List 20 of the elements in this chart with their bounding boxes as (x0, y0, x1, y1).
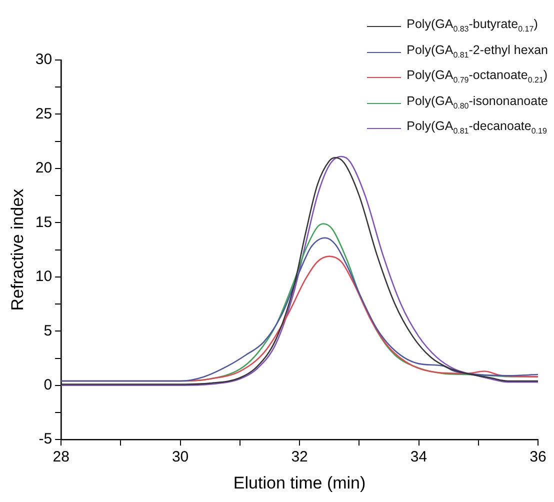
x-tick-label: 32 (291, 448, 308, 466)
x-tick-label: 34 (410, 448, 428, 466)
x-tick-label: 36 (530, 448, 546, 466)
y-tick-label: 20 (35, 160, 52, 177)
y-tick-label: 0 (44, 376, 52, 394)
y-tick-label: 5 (44, 322, 52, 340)
y-tick-label: 25 (35, 105, 52, 122)
y-tick-label: -5 (38, 430, 52, 448)
x-tick-label: 28 (52, 448, 70, 466)
legend-label: Poly(GA$_{0.81}$-2-ethyl hexan (406, 42, 548, 61)
legend-label: Poly(GA$_{0.83}$-butyrate$_{0.17}$) (406, 16, 538, 36)
legend-label: Poly(GA$_{0.80}$-isononanoate (406, 92, 548, 112)
y-tick-label: 30 (35, 51, 52, 68)
legend-label: Poly(GA$_{0.81}$-decanoate$_{0.19}$ (406, 118, 547, 138)
y-tick-label: 10 (35, 268, 52, 286)
x-axis-title: Elution time (min) (233, 473, 366, 492)
y-axis-title: Refractive index (8, 188, 27, 311)
x-tick-label: 30 (172, 448, 189, 466)
y-tick-label: 15 (35, 214, 52, 231)
legend-label: Poly(GA$_{0.79}$-octanoate$_{0.21}$) (406, 67, 548, 86)
